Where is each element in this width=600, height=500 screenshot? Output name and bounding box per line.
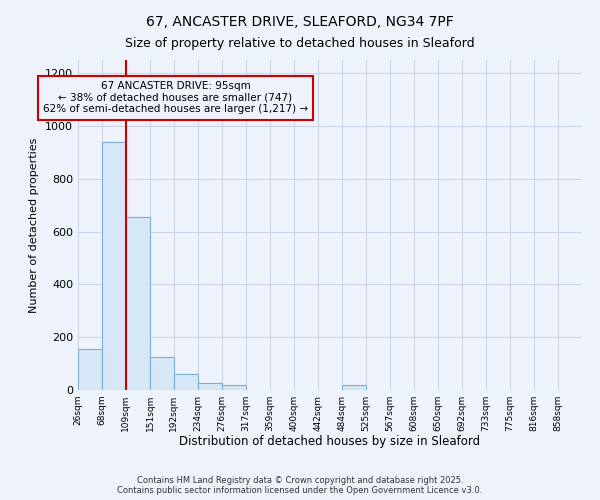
Text: 67 ANCASTER DRIVE: 95sqm
← 38% of detached houses are smaller (747)
62% of semi-: 67 ANCASTER DRIVE: 95sqm ← 38% of detach… xyxy=(43,81,308,114)
Bar xyxy=(102,142,127,390)
Bar xyxy=(198,382,222,390)
Bar xyxy=(78,349,102,390)
Bar xyxy=(342,385,367,390)
Text: Contains HM Land Registry data © Crown copyright and database right 2025.
Contai: Contains HM Land Registry data © Crown c… xyxy=(118,476,482,495)
Bar xyxy=(222,385,247,390)
Text: 67, ANCASTER DRIVE, SLEAFORD, NG34 7PF: 67, ANCASTER DRIVE, SLEAFORD, NG34 7PF xyxy=(146,15,454,29)
Text: Size of property relative to detached houses in Sleaford: Size of property relative to detached ho… xyxy=(125,38,475,51)
Bar xyxy=(126,217,150,390)
X-axis label: Distribution of detached houses by size in Sleaford: Distribution of detached houses by size … xyxy=(179,436,481,448)
Bar xyxy=(174,374,198,390)
Y-axis label: Number of detached properties: Number of detached properties xyxy=(29,138,40,312)
Bar xyxy=(150,357,175,390)
